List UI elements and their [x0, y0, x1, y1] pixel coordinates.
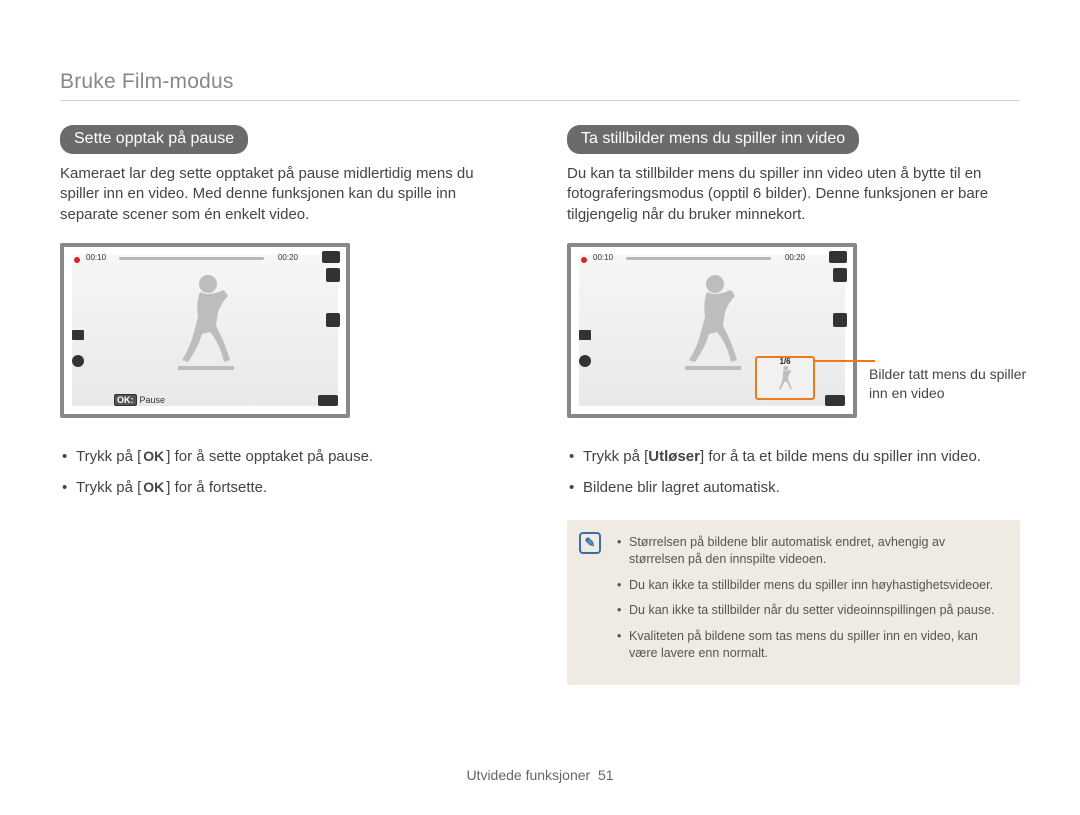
action-text: Trykk på [: [76, 448, 141, 465]
note-item: Størrelsen på bildene blir automatisk en…: [617, 534, 1004, 569]
skater-silhouette-icon: [170, 272, 240, 382]
right-camera-wrap: 00:10 00:20: [567, 243, 857, 418]
action-text: ] for å fortsette.: [166, 479, 267, 496]
stabilizer-icon: [70, 327, 86, 343]
pause-text: Pause: [140, 395, 166, 405]
ok-pause-label: OK:Pause: [114, 394, 165, 406]
remaining-time: 00:20: [278, 253, 298, 262]
captured-thumbnail: 1/6: [755, 356, 815, 400]
note-icon: ✎: [579, 532, 601, 554]
left-action-list: Trykk på [OK] for å sette opptaket på pa…: [60, 446, 513, 498]
battery-icon: [318, 395, 338, 406]
ok-button-inline: OK: [141, 478, 166, 498]
callout-label: Bilder tatt mens du spiller inn en video: [869, 365, 1029, 403]
title-rule: [60, 100, 1020, 101]
right-action-1: Trykk på [Utløser] for å ta et bilde men…: [567, 446, 1020, 467]
left-camera-screenshot: 00:10 00:20 OK:Pause: [60, 243, 350, 418]
alive-icon: [577, 353, 593, 369]
record-dot-icon: [581, 257, 587, 263]
right-action-list: Trykk på [Utløser] for å ta et bilde men…: [567, 446, 1020, 498]
note-box: ✎ Størrelsen på bildene blir automatisk …: [567, 520, 1020, 685]
ok-button-inline: OK: [141, 447, 166, 467]
progress-bar: [626, 257, 771, 260]
action-text: Trykk på [: [76, 479, 141, 496]
footer-section: Utvidede funksjoner: [466, 767, 590, 783]
right-indicator-icons: [829, 251, 847, 327]
left-indicator-icons: [70, 327, 86, 369]
right-indicator-icons: [322, 251, 340, 327]
right-action-2: Bildene blir lagret automatisk.: [567, 477, 1020, 498]
resolution-icon: [829, 251, 847, 263]
ok-badge-icon: OK:: [114, 394, 137, 406]
right-intro: Du kan ta stillbilder mens du spiller in…: [567, 164, 1020, 225]
note-list: Størrelsen på bildene blir automatisk en…: [617, 534, 1004, 663]
left-action-1: Trykk på [OK] for å sette opptaket på pa…: [60, 446, 513, 467]
remaining-time: 00:20: [785, 253, 805, 262]
content-columns: Sette opptak på pause Kameraet lar deg s…: [60, 125, 1020, 685]
left-action-2: Trykk på [OK] for å fortsette.: [60, 477, 513, 498]
note-item: Du kan ikke ta stillbilder når du setter…: [617, 602, 1004, 620]
resolution-icon: [322, 251, 340, 263]
note-item: Kvaliteten på bildene som tas mens du sp…: [617, 628, 1004, 663]
fps-icon: [833, 268, 847, 282]
elapsed-time: 00:10: [86, 253, 106, 262]
right-camera-screenshot: 00:10 00:20: [567, 243, 857, 418]
fps-icon: [326, 268, 340, 282]
thumbnail-skater-icon: [768, 365, 802, 395]
action-text: Trykk på [: [583, 448, 648, 465]
alive-icon: [70, 353, 86, 369]
note-item: Du kan ikke ta stillbilder mens du spill…: [617, 577, 1004, 595]
left-intro: Kameraet lar deg sette opptaket på pause…: [60, 164, 513, 225]
action-text: ] for å sette opptaket på pause.: [166, 448, 373, 465]
action-text: ] for å ta et bilde mens du spiller inn …: [700, 448, 981, 465]
record-dot-icon: [74, 257, 80, 263]
left-column: Sette opptak på pause Kameraet lar deg s…: [60, 125, 513, 685]
right-column: Ta stillbilder mens du spiller inn video…: [567, 125, 1020, 685]
page-footer: Utvidede funksjoner 51: [0, 767, 1080, 783]
mode-icon: [326, 313, 340, 327]
progress-bar: [119, 257, 264, 260]
stabilizer-icon: [577, 327, 593, 343]
skater-silhouette-icon: [677, 272, 747, 382]
right-heading-pill: Ta stillbilder mens du spiller inn video: [567, 125, 859, 154]
callout-line: [813, 360, 875, 362]
mode-icon: [833, 313, 847, 327]
shutter-button-inline: Utløser: [648, 448, 700, 465]
page-title: Bruke Film-modus: [60, 70, 1020, 94]
left-heading-pill: Sette opptak på pause: [60, 125, 248, 154]
left-indicator-icons: [577, 327, 593, 369]
footer-page-number: 51: [598, 767, 614, 783]
elapsed-time: 00:10: [593, 253, 613, 262]
battery-icon: [825, 395, 845, 406]
